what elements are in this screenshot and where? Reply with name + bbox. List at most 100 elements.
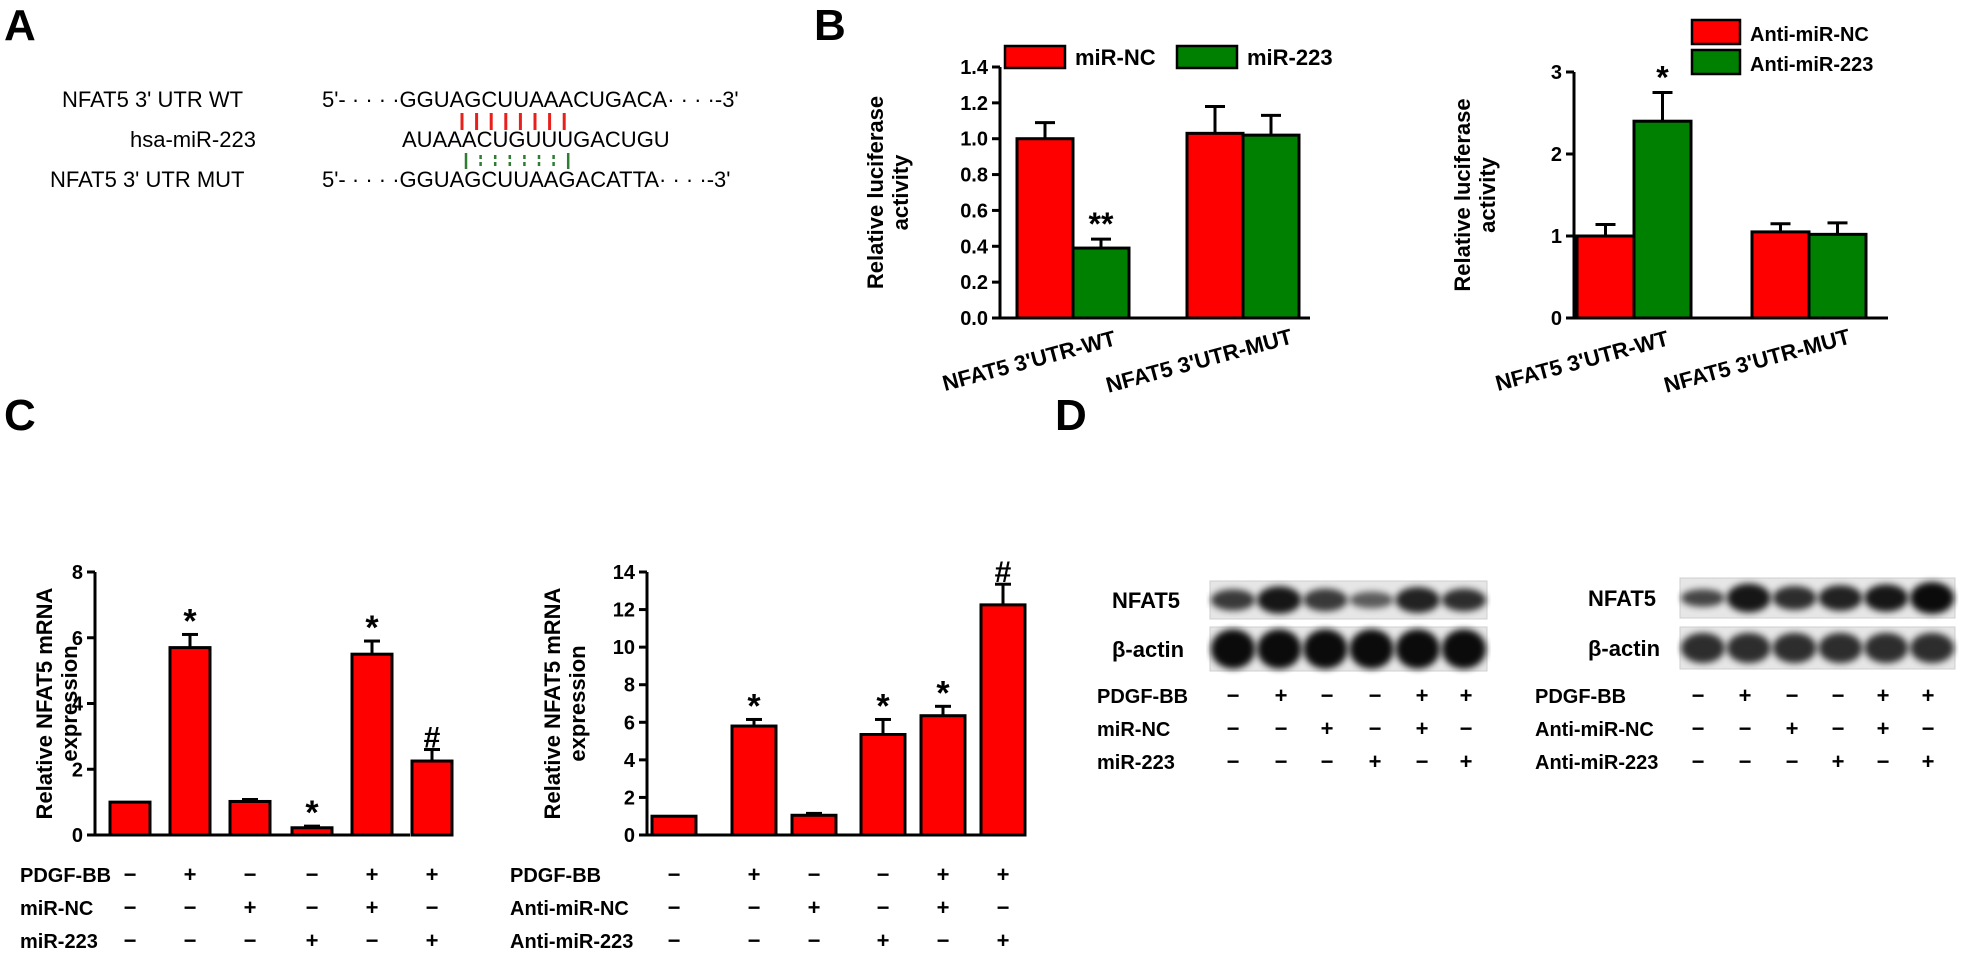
condition-sign: − bbox=[244, 928, 257, 953]
condition-sign: − bbox=[1832, 683, 1845, 708]
y-tick-label: 4 bbox=[72, 694, 84, 716]
condition-sign: − bbox=[1227, 716, 1240, 741]
legend-label: Anti-miR-NC bbox=[1750, 24, 1869, 46]
condition-sign: − bbox=[668, 862, 681, 887]
condition-sign: − bbox=[1227, 749, 1240, 774]
condition-sign: − bbox=[1786, 749, 1799, 774]
condition-sign: + bbox=[184, 862, 197, 887]
blot-band bbox=[1680, 589, 1725, 607]
condition-sign: + bbox=[1369, 749, 1382, 774]
bar bbox=[350, 652, 394, 837]
condition-sign: − bbox=[748, 928, 761, 953]
blot-band bbox=[1349, 591, 1394, 609]
condition-label: PDGF-BB bbox=[510, 865, 601, 887]
mrna-chart-mir223: 0 2 4 6 8 Relative NFAT5 mRNAexpression * * * # PD… bbox=[20, 562, 454, 953]
bar bbox=[790, 813, 838, 837]
condition-sign: − bbox=[937, 928, 950, 953]
legend-swatch bbox=[1003, 44, 1067, 70]
condition-sign: − bbox=[366, 928, 379, 953]
blot-band bbox=[1303, 629, 1348, 669]
blot-band bbox=[1864, 632, 1909, 664]
condition-label: Anti-miR-223 bbox=[510, 931, 633, 953]
y-tick-label: 0.2 bbox=[960, 272, 988, 294]
blot-band bbox=[1910, 632, 1955, 664]
blot-row-label: β-actin bbox=[1588, 636, 1660, 661]
bar bbox=[919, 714, 967, 837]
bar bbox=[1807, 232, 1868, 320]
significance-marker: # bbox=[995, 556, 1012, 589]
blot-band bbox=[1257, 586, 1302, 614]
mut-pairing-lines bbox=[464, 153, 570, 169]
blot-strip bbox=[1679, 577, 1956, 619]
condition-sign: − bbox=[184, 928, 197, 953]
condition-label: PDGF-BB bbox=[1097, 686, 1188, 708]
condition-label: Anti-miR-NC bbox=[1535, 719, 1654, 741]
significance-marker: * bbox=[747, 687, 761, 725]
condition-sign: + bbox=[426, 862, 439, 887]
condition-sign: + bbox=[244, 895, 257, 920]
y-tick-label: 10 bbox=[613, 637, 635, 659]
category-label: NFAT5 3'UTR-MUT bbox=[1103, 324, 1295, 398]
condition-sign: − bbox=[1369, 683, 1382, 708]
sequence-alignment: NFAT5 3' UTR WT 5'- · · · ·GGUAGCUUAAACU… bbox=[50, 87, 739, 192]
y-axis-label: Relative luciferaseactivity bbox=[1450, 98, 1500, 291]
bar bbox=[1632, 119, 1693, 320]
condition-sign: − bbox=[306, 895, 319, 920]
panel-letter-b: B bbox=[814, 1, 846, 50]
condition-sign: + bbox=[937, 862, 950, 887]
condition-sign: − bbox=[1922, 716, 1935, 741]
significance-marker: # bbox=[424, 722, 441, 755]
condition-sign: − bbox=[668, 928, 681, 953]
y-tick-label: 2 bbox=[1551, 144, 1562, 166]
bar bbox=[650, 814, 698, 837]
legend-swatch bbox=[1690, 18, 1742, 46]
condition-label: Anti-miR-NC bbox=[510, 898, 629, 920]
bar bbox=[730, 724, 778, 837]
blot-band bbox=[1441, 629, 1487, 669]
blot-band bbox=[1864, 584, 1909, 612]
bar bbox=[228, 799, 272, 837]
y-tick-label: 2 bbox=[624, 787, 635, 809]
legend-label: miR-NC bbox=[1075, 45, 1156, 70]
y-tick-label: 1.2 bbox=[960, 93, 988, 115]
y-tick-label: 6 bbox=[72, 628, 83, 650]
legend-label: miR-223 bbox=[1247, 45, 1333, 70]
blot-band bbox=[1726, 632, 1771, 664]
blot-strip bbox=[1209, 626, 1488, 672]
y-tick-label: 0.0 bbox=[960, 308, 988, 330]
blot-band bbox=[1349, 629, 1394, 669]
mir-sequence: AUAAACUGUUUGACUGU bbox=[402, 127, 670, 152]
bar bbox=[859, 732, 907, 837]
bar bbox=[1575, 234, 1636, 320]
y-tick-label: 0 bbox=[1551, 308, 1562, 330]
condition-sign: − bbox=[124, 928, 137, 953]
y-tick-label: 1 bbox=[1551, 226, 1562, 248]
condition-sign: + bbox=[1877, 716, 1890, 741]
condition-label: miR-223 bbox=[20, 931, 98, 953]
condition-sign: − bbox=[877, 862, 890, 887]
significance-marker: * bbox=[183, 602, 197, 640]
condition-sign: + bbox=[1321, 716, 1334, 741]
blot-row-label: NFAT5 bbox=[1112, 588, 1180, 613]
bar bbox=[108, 800, 152, 837]
legend-swatch bbox=[1175, 44, 1239, 70]
category-label: NFAT5 3'UTR-WT bbox=[940, 325, 1119, 395]
y-axis-label: Relative NFAT5 mRNAexpression bbox=[32, 587, 82, 819]
y-tick-label: 0.4 bbox=[960, 236, 989, 258]
condition-sign: + bbox=[426, 928, 439, 953]
condition-sign: + bbox=[366, 862, 379, 887]
y-tick-label: 1.0 bbox=[960, 129, 988, 151]
condition-sign: + bbox=[1275, 683, 1288, 708]
condition-label: PDGF-BB bbox=[20, 865, 111, 887]
condition-sign: − bbox=[1692, 683, 1705, 708]
condition-sign: − bbox=[1275, 749, 1288, 774]
y-tick-label: 8 bbox=[624, 675, 635, 697]
category-label: NFAT5 3'UTR-MUT bbox=[1661, 324, 1853, 398]
condition-sign: − bbox=[1275, 716, 1288, 741]
condition-sign: + bbox=[1832, 749, 1845, 774]
condition-sign: − bbox=[808, 928, 821, 953]
blot-band bbox=[1772, 632, 1817, 664]
legend-label: Anti-miR-223 bbox=[1750, 54, 1873, 76]
bar bbox=[1071, 246, 1131, 320]
condition-sign: + bbox=[748, 862, 761, 887]
